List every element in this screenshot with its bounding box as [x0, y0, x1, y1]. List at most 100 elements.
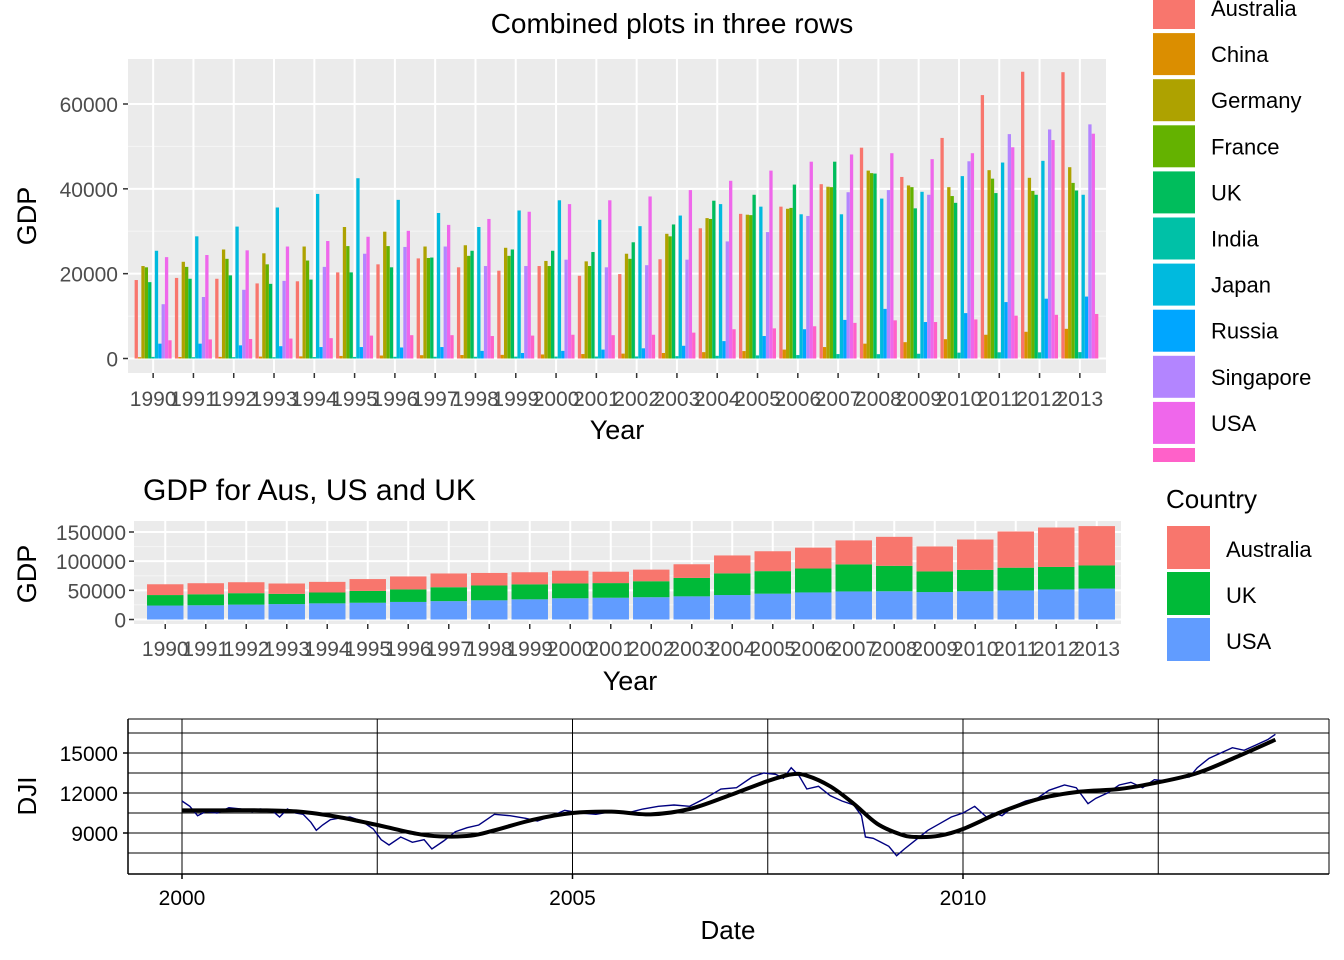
chart-2-x-tick-label: 2000: [547, 638, 594, 661]
chart-3-lines: [181, 733, 1277, 857]
chart-1-bar: [645, 265, 649, 359]
chart-1-bar: [205, 255, 209, 359]
chart-1-bar: [1051, 140, 1055, 359]
chart-1-bar: [990, 178, 995, 359]
chart-1-bar: [957, 352, 961, 359]
chart-2-x-tick-label: 1999: [506, 638, 553, 661]
chart-1-bar: [1044, 298, 1048, 359]
chart-1-bar: [970, 153, 975, 359]
chart-1-bar: [386, 246, 390, 359]
chart-1-bar: [1047, 129, 1052, 359]
chart-1-x-tick-label: 2006: [774, 388, 821, 411]
chart-1-bar: [752, 194, 756, 359]
chart-1-bar: [396, 199, 400, 359]
chart-2-x-tick-label: 2007: [830, 638, 877, 661]
chart-2-x-tick-label: 1991: [182, 638, 229, 661]
chart-1-bar: [765, 232, 770, 359]
chart-1-bar: [987, 170, 991, 359]
chart-1-bar: [1037, 352, 1042, 359]
chart-2-bar-segment: [957, 539, 994, 570]
chart-1-bar: [678, 215, 682, 359]
chart-2-y-tick-label: 0: [114, 610, 126, 633]
chart-2-bar-segment: [147, 584, 184, 596]
chart-1-bar: [507, 255, 511, 359]
chart-1-bar: [151, 356, 155, 359]
chart-1-bar: [1021, 71, 1025, 359]
chart-1-bar: [933, 322, 938, 359]
chart-1-bar: [510, 249, 515, 359]
chart-1-x-tick-label: 2010: [936, 388, 983, 411]
chart-2-bar-segment: [228, 582, 265, 594]
chart-1-legend-label: USA: [1211, 411, 1257, 436]
chart-1-bar: [796, 355, 800, 359]
chart-1-bar: [997, 352, 1001, 359]
chart-1-bar: [809, 161, 813, 359]
chart-1-bar: [980, 95, 985, 359]
chart-1-x-tick-label: 2004: [694, 388, 741, 411]
chart-2-bar-segment: [228, 604, 265, 620]
chart-1-bar: [591, 252, 595, 359]
chart-1-bar: [1068, 167, 1072, 359]
chart-1-bar: [567, 204, 572, 359]
chart-2-bar-segment: [268, 593, 305, 605]
chart-1-bar: [705, 218, 709, 359]
chart-2-bar-segment: [430, 601, 467, 620]
chart-1-bar: [943, 339, 948, 359]
chart-2-x-tick-label: 1995: [344, 638, 391, 661]
chart-1-x-tick-label: 1995: [331, 388, 378, 411]
chart-1-x-tick-label: 2012: [1016, 388, 1063, 411]
chart-1-bar: [326, 241, 330, 359]
chart-2-legend-label: Australia: [1226, 537, 1312, 562]
chart-1-bar: [702, 352, 706, 359]
chart-1-bar: [826, 186, 830, 359]
chart-2-bar-segment: [795, 547, 832, 569]
chart-2-legend-key: [1167, 572, 1210, 615]
chart-2-bar-segment: [835, 564, 872, 592]
chart-1-bar: [168, 340, 172, 359]
chart-1-bar: [668, 236, 672, 359]
chart-2-legend-label: USA: [1226, 629, 1272, 654]
chart-2-x-tick-label: 2012: [1033, 638, 1080, 661]
chart-2-bar-segment: [1038, 566, 1075, 590]
chart-2-bar-segment: [1078, 565, 1115, 589]
chart-1-bar: [886, 190, 891, 359]
chart-1-legend-label: Japan: [1211, 273, 1271, 298]
chart-1-bar: [289, 338, 293, 359]
chart-1-bar: [218, 356, 222, 359]
chart-2-y-tick-label: 150000: [56, 522, 126, 545]
chart-2-x-tick-label: 1998: [466, 638, 513, 661]
chart-1-bar: [456, 267, 461, 359]
chart-1-x-tick-label: 1990: [130, 388, 177, 411]
chart-1-bar: [994, 193, 998, 359]
chart-1-bar: [164, 257, 169, 359]
chart-1-bar: [853, 322, 857, 359]
chart-1-bar: [309, 279, 313, 359]
chart-1-bar: [181, 261, 185, 359]
chart-1-bar: [772, 328, 776, 359]
chart-1-bar: [174, 277, 179, 359]
chart-2-bar-segment: [187, 594, 224, 606]
chart-1-bar: [641, 348, 646, 359]
chart-1-x-tick-label: 2003: [654, 388, 701, 411]
chart-2-bar-segment: [1078, 526, 1115, 566]
chart-1-bar: [430, 257, 434, 359]
chart-1-x-tick-label: 1991: [170, 388, 217, 411]
chart-1-x-tick-label: 2013: [1056, 388, 1103, 411]
chart-1-bar: [376, 264, 380, 359]
chart-1-bar: [812, 326, 817, 359]
chart-2-bar-segment: [754, 551, 791, 572]
chart-1-bar: [628, 258, 632, 359]
chart-1-bar: [738, 213, 743, 359]
chart-1-legend-label: Singapore: [1211, 365, 1311, 390]
chart-1-bar: [500, 354, 504, 359]
chart-1-bar: [843, 319, 847, 359]
chart-1-grouped-gdp: Combined plots in three rows 0 20000 40000…: [12, 0, 1311, 462]
chart-1-bar: [1014, 315, 1018, 359]
chart-1-bar: [221, 249, 226, 359]
chart-2-y-tick-label: 50000: [68, 580, 126, 603]
chart-2-x-tick-label: 2013: [1073, 638, 1120, 661]
chart-1-x-tick-label: 2009: [895, 388, 942, 411]
chart-1-bar: [631, 242, 635, 359]
chart-1-bar: [158, 343, 162, 359]
chart-1-bar: [1024, 331, 1028, 359]
